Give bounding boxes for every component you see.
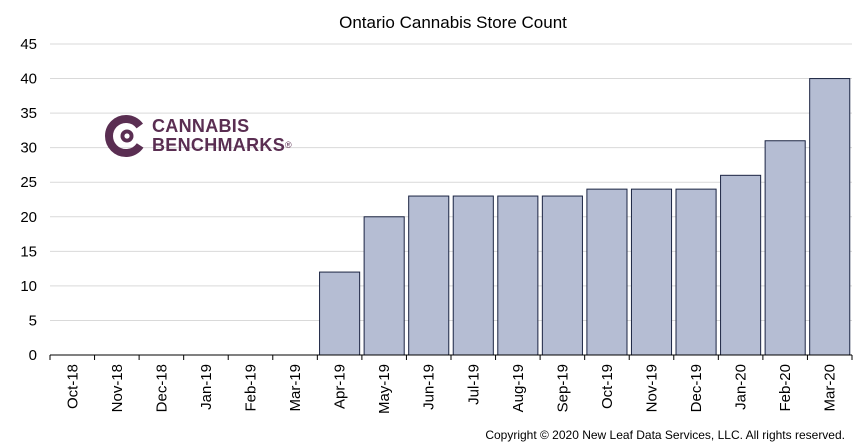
x-tick-label: Oct-18 <box>64 364 81 409</box>
bar-Apr-19 <box>319 271 361 356</box>
x-tick-label: Sep-19 <box>554 364 571 412</box>
x-axis-ticks: Oct-18 Nov-18 Dec-18 Jan-19 Feb-19 Mar-19 Apr-… <box>49 355 853 414</box>
x-tick-label: Dec-19 <box>688 364 705 412</box>
x-tick-label: Mar-19 <box>287 364 304 412</box>
x-tick-label: Jan-19 <box>198 364 215 410</box>
x-tick-label: May-19 <box>376 364 393 414</box>
x-tick-label: Nov-18 <box>109 364 126 412</box>
logo-registered-mark: ® <box>285 140 292 150</box>
bar-Jun-19 <box>408 195 450 356</box>
x-tick-label: Oct-19 <box>599 364 616 409</box>
bar-Jul-19 <box>452 195 494 356</box>
y-tick-label: 10 <box>20 278 37 295</box>
bar-May-19 <box>363 216 405 356</box>
bar-Feb-20 <box>764 140 806 356</box>
logo-line-1: CANNABIS <box>152 116 250 136</box>
logo-line-2: BENCHMARKS <box>152 135 285 155</box>
bar-Nov-19 <box>630 188 673 356</box>
logo-c-icon <box>105 115 146 157</box>
y-tick-label: 15 <box>20 243 37 260</box>
x-tick-label: Apr-19 <box>332 364 349 409</box>
x-tick-label: Jul-19 <box>465 364 482 405</box>
x-tick-label: Feb-19 <box>243 364 260 412</box>
y-tick-label: 40 <box>20 71 37 88</box>
x-tick-label: Dec-18 <box>153 364 170 412</box>
y-tick-label: 45 <box>20 36 37 53</box>
x-tick-label: Jun-19 <box>421 364 438 410</box>
x-tick-label: Mar-20 <box>822 364 839 412</box>
logo-wordmark: CANNABIS BENCHMARKS® <box>152 117 292 155</box>
y-tick-label: 25 <box>20 174 37 191</box>
y-tick-label: 20 <box>20 209 37 226</box>
bar-Mar-20 <box>809 78 851 356</box>
y-tick-label: 30 <box>20 140 37 157</box>
copyright-notice: Copyright © 2020 New Leaf Data Services,… <box>485 428 845 442</box>
y-tick-label: 0 <box>29 347 37 364</box>
y-tick-label: 5 <box>29 312 37 329</box>
bar-Oct-19 <box>586 188 628 356</box>
y-axis-ticks: 0 5 10 15 20 25 30 35 40 45 <box>20 36 37 364</box>
cannabis-benchmarks-logo: CANNABIS BENCHMARKS® <box>104 113 292 159</box>
bar-Dec-19 <box>675 188 717 356</box>
bar-Sep-19 <box>541 195 583 356</box>
y-tick-label: 35 <box>20 105 37 122</box>
bar-Aug-19 <box>497 195 539 356</box>
bars <box>319 78 851 356</box>
chart-title: Ontario Cannabis Store Count <box>339 13 567 32</box>
x-tick-label: Jan-20 <box>733 364 750 410</box>
x-tick-label: Aug-19 <box>510 364 527 412</box>
bar-Jan-20 <box>720 174 762 356</box>
gridlines <box>50 43 852 321</box>
x-tick-label: Nov-19 <box>644 364 661 412</box>
x-tick-label: Feb-20 <box>777 364 794 412</box>
